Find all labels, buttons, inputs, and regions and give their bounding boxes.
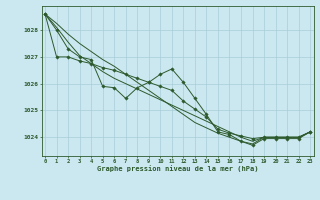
X-axis label: Graphe pression niveau de la mer (hPa): Graphe pression niveau de la mer (hPa)	[97, 165, 258, 172]
